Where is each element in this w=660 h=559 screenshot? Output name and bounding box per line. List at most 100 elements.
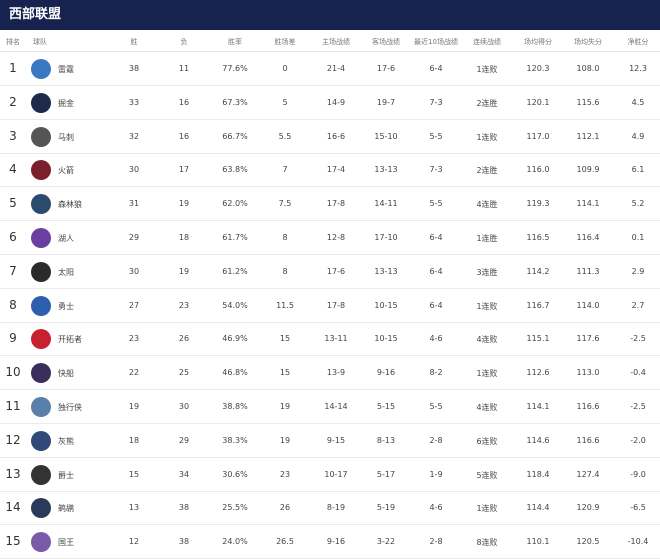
team-name[interactable]: 火箭	[58, 166, 74, 176]
column-header-win-pct[interactable]: 胜率	[228, 38, 242, 46]
rank-cell: 13	[5, 466, 21, 481]
cell-opp-points-per-game: 114.1	[576, 199, 600, 209]
cell-win-pct: 77.6%	[222, 64, 248, 73]
cell-points-per-game: 120.1	[526, 97, 550, 107]
team-name[interactable]: 太阳	[58, 267, 74, 277]
column-header-points-per-game[interactable]: 场均得分	[524, 38, 552, 46]
cell-wins: 29	[128, 233, 140, 242]
table-row[interactable]: 4 火箭 30 17 63.8% 7 17-4 13-13 7-3 2连胜 116.0 109.9 6.…	[0, 153, 660, 188]
cell-win-pct: 67.3%	[222, 97, 248, 107]
column-header-wins[interactable]: 胜	[130, 38, 138, 46]
cell-point-diff: -0.4	[630, 368, 646, 378]
cell-last-10: 2-8	[429, 537, 443, 547]
cell-point-diff: -2.5	[630, 402, 646, 411]
table-row[interactable]: 2 掘金 33 16 67.3% 5 14-9 19-7 7-3 2连胜 120.1 115.6 4.5	[0, 86, 660, 120]
cell-games-behind: 11.5	[276, 300, 294, 310]
column-header-team[interactable]: 球队	[33, 38, 47, 46]
column-header-games-behind[interactable]: 胜场差	[274, 38, 296, 46]
cell-points-per-game: 114.4	[526, 503, 550, 513]
cell-points-per-game: 112.6	[526, 368, 550, 378]
column-header-home-record[interactable]: 主场战绩	[322, 38, 350, 46]
column-header-opp-points-per-game[interactable]: 场均失分	[574, 38, 602, 46]
cell-point-diff: 4.9	[631, 131, 645, 141]
cell-streak: 1连败	[476, 369, 498, 379]
cell-home-record: 17-8	[326, 300, 346, 310]
cell-point-diff: 12.3	[629, 64, 647, 73]
team-name[interactable]: 掘金	[58, 98, 74, 108]
table-row[interactable]: 1 雷霆 38 11 77.6% 0 21-4 17-6 6-4 1连败 120.3 108.0 12.…	[0, 52, 660, 86]
team-name[interactable]: 勇士	[58, 301, 74, 311]
cell-points-per-game: 120.3	[526, 64, 550, 73]
cell-points-per-game: 110.1	[526, 537, 550, 547]
cell-streak: 2连胜	[476, 98, 498, 108]
table-row[interactable]: 3 马刺 32 16 66.7% 5.5 16-6 15-10 5-5 1连败 117.0 112.1…	[0, 120, 660, 154]
cell-points-per-game: 114.1	[526, 402, 550, 411]
cell-games-behind: 5	[282, 97, 288, 107]
cell-games-behind: 8	[282, 266, 288, 276]
cell-losses: 38	[178, 503, 190, 513]
cell-last-10: 5-5	[429, 131, 443, 141]
table-row[interactable]: 5 森林狼 31 19 62.0% 7.5 17-8 14-11 5-5 4连胜 119.3 114.…	[0, 187, 660, 222]
team-name[interactable]: 森林狼	[58, 200, 82, 210]
cell-win-pct: 24.0%	[222, 537, 248, 547]
column-header-losses[interactable]: 负	[180, 38, 188, 46]
column-header-streak[interactable]: 连续战绩	[473, 38, 501, 46]
cell-points-per-game: 115.1	[526, 334, 550, 344]
cell-win-pct: 66.7%	[222, 131, 248, 141]
cell-streak: 1连败	[476, 65, 498, 74]
team-name[interactable]: 爵士	[58, 470, 74, 480]
cell-away-record: 9-16	[376, 368, 396, 378]
cell-losses: 23	[178, 300, 190, 310]
cell-losses: 26	[178, 334, 190, 344]
column-header-rank[interactable]: 排名	[6, 38, 20, 46]
cell-losses: 34	[178, 469, 190, 479]
table-row[interactable]: 9 开拓者 23 26 46.9% 15 13-11 10-15 4-6 4连败 115.1 117.…	[0, 322, 660, 357]
team-name[interactable]: 灰熊	[58, 436, 74, 446]
cell-wins: 31	[128, 199, 140, 209]
cell-point-diff: 2.9	[631, 266, 645, 276]
cell-home-record: 13-9	[326, 368, 346, 378]
team-name[interactable]: 快船	[58, 369, 74, 379]
table-row[interactable]: 12 灰熊 18 29 38.3% 19 9-15 8-13 2-8 6连败 114.6 116.6 -…	[0, 424, 660, 458]
cell-games-behind: 8	[282, 233, 288, 242]
table-row[interactable]: 13 爵士 15 34 30.6% 23 10-17 5-17 1-9 5连败 118.4 127.4…	[0, 458, 660, 492]
column-header-last-10[interactable]: 最近10场战绩	[414, 38, 458, 46]
cell-last-10: 6-4	[429, 233, 443, 242]
cell-point-diff: 0.1	[631, 233, 645, 242]
cell-home-record: 16-6	[326, 131, 346, 141]
cell-points-per-game: 119.3	[526, 199, 550, 209]
team-name[interactable]: 马刺	[58, 132, 74, 142]
cell-points-per-game: 116.5	[526, 233, 550, 242]
cell-point-diff: -2.5	[630, 334, 646, 344]
cell-opp-points-per-game: 120.5	[576, 537, 600, 547]
cell-losses: 30	[178, 402, 190, 411]
team-name[interactable]: 雷霆	[58, 65, 74, 74]
table-row[interactable]: 11 独行侠 19 30 38.8% 19 14-14 5-15 5-5 4连败 114.1 116.…	[0, 390, 660, 424]
table-row[interactable]: 14 鹈鹕 13 38 25.5% 26 8-19 5-19 4-6 1连败 114.4 120.9 -…	[0, 491, 660, 526]
cell-losses: 18	[178, 233, 190, 242]
cell-opp-points-per-game: 116.4	[576, 233, 600, 242]
team-name[interactable]: 湖人	[58, 234, 74, 243]
cell-point-diff: 6.1	[631, 165, 645, 175]
cell-win-pct: 38.3%	[222, 435, 248, 445]
cell-last-10: 4-6	[429, 503, 443, 513]
team-name[interactable]: 开拓者	[58, 335, 82, 345]
kings-logo	[31, 532, 51, 553]
team-name[interactable]: 国王	[58, 538, 74, 548]
table-row[interactable]: 7 太阳 30 19 61.2% 8 17-6 13-13 6-4 3连胜 114.2 111.3 2.…	[0, 255, 660, 289]
warriors-logo	[31, 295, 51, 316]
lakers-logo	[31, 228, 51, 248]
team-name[interactable]: 鹈鹕	[58, 504, 74, 514]
rank-cell: 9	[9, 331, 17, 346]
column-header-away-record[interactable]: 客场战绩	[372, 38, 400, 46]
table-row[interactable]: 8 勇士 27 23 54.0% 11.5 17-8 10-15 6-4 1连败 116.7 114.…	[0, 289, 660, 323]
cell-away-record: 19-7	[376, 97, 396, 107]
cell-away-record: 5-17	[376, 469, 396, 479]
cell-win-pct: 54.0%	[222, 300, 248, 310]
team-name[interactable]: 独行侠	[58, 403, 82, 412]
cell-home-record: 9-16	[326, 537, 346, 547]
table-row[interactable]: 10 快船 22 25 46.8% 15 13-9 9-16 8-2 1连败 112.6 113.0 -…	[0, 356, 660, 391]
cell-last-10: 7-3	[429, 97, 443, 107]
table-row[interactable]: 6 湖人 29 18 61.7% 8 12-8 17-10 6-4 1连胜 116.5 116.4 0.…	[0, 221, 660, 255]
column-header-point-diff[interactable]: 净胜分	[627, 38, 649, 46]
